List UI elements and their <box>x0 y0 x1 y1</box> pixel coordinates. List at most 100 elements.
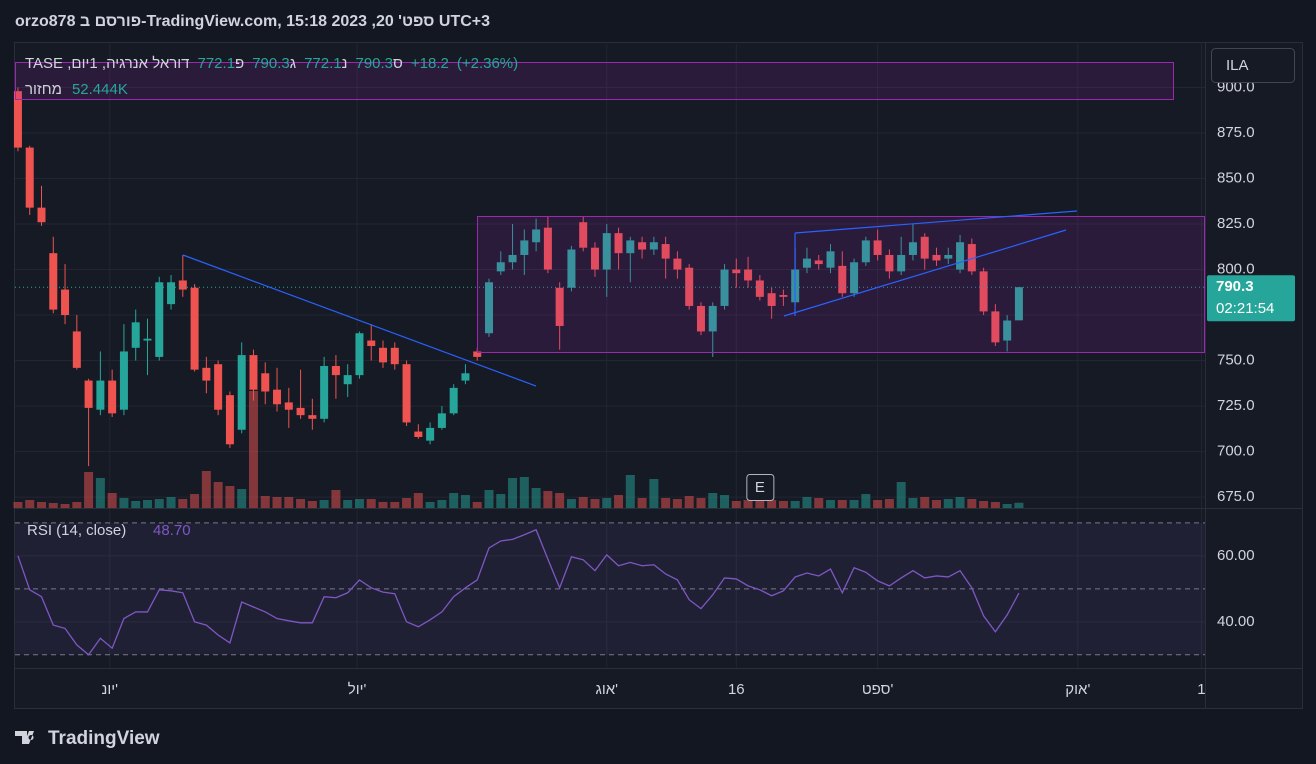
candle-body <box>685 267 694 306</box>
volume-bar <box>331 490 341 508</box>
candle-body <box>614 233 623 254</box>
candle-body <box>178 280 187 290</box>
volume-bar <box>390 502 400 508</box>
currency-box[interactable] <box>1211 48 1295 83</box>
candle-body <box>131 322 140 348</box>
candle-body <box>908 242 917 255</box>
volume-bar <box>237 489 247 508</box>
candle-body <box>484 282 493 334</box>
candle-body <box>355 333 364 376</box>
candle-body <box>567 249 576 288</box>
candle-body <box>755 280 764 297</box>
candle-body <box>284 402 293 410</box>
volume-bar <box>72 502 82 508</box>
volume-bar <box>720 495 730 508</box>
candle-body <box>720 269 729 306</box>
candle-body <box>802 258 811 268</box>
price-tag-value: 790.3 <box>1216 278 1254 295</box>
candle-body <box>873 240 882 255</box>
candle-body <box>473 351 482 357</box>
y-tick-label: 850.0 <box>1217 169 1255 186</box>
volume-bar <box>931 500 941 508</box>
candle-body <box>661 244 670 259</box>
y-tick-label: 725.0 <box>1217 397 1255 414</box>
candle-body <box>1014 287 1023 321</box>
y-tick-label: 700.0 <box>1217 443 1255 460</box>
volume-bar <box>531 488 541 508</box>
volume-bar <box>955 497 965 508</box>
volume-bar <box>142 500 152 508</box>
volume-bar <box>566 499 576 508</box>
volume-bar <box>555 493 565 508</box>
value: 790.3 <box>355 55 394 72</box>
candle-body <box>826 251 835 268</box>
volume-bar <box>649 479 659 508</box>
volume-bar <box>178 499 188 508</box>
volume-bar <box>873 500 883 508</box>
candle-body <box>367 340 376 346</box>
candle-body <box>61 289 70 316</box>
candle-body <box>379 347 388 363</box>
candle-body <box>508 254 517 263</box>
candle-body <box>602 233 611 270</box>
y-tick-label: 825.0 <box>1217 215 1255 232</box>
candle-body <box>579 222 588 248</box>
volume-bar <box>602 498 612 508</box>
candle-body <box>956 242 965 270</box>
label: ס <box>393 55 403 72</box>
volume-legend: מחזור 52.444K <box>25 81 128 98</box>
candle-body <box>532 229 541 243</box>
candle-body <box>108 380 117 414</box>
y-tick-label: 675.0 <box>1217 488 1255 505</box>
volume-bar <box>307 501 317 508</box>
volume-bar <box>743 500 753 508</box>
volume-bar <box>272 497 282 508</box>
candle-body <box>214 364 223 410</box>
volume-bar <box>990 502 1000 508</box>
candle-body <box>967 244 976 272</box>
y-tick-label: 800.0 <box>1217 261 1255 278</box>
volume-bar <box>119 498 129 508</box>
candle-body <box>991 311 1000 343</box>
candle-body <box>190 287 199 370</box>
candle-body <box>273 389 282 405</box>
candle-body <box>543 227 552 270</box>
trend-line <box>794 210 1078 234</box>
volume-bar <box>826 500 836 508</box>
candle-body <box>72 331 81 368</box>
volume-label: מחזור <box>25 81 62 98</box>
volume-bar <box>861 494 871 508</box>
candle-body <box>461 373 470 381</box>
event-label: E <box>755 479 765 496</box>
change: +18.2 <box>410 55 449 72</box>
candle-body <box>37 207 46 223</box>
header-box <box>15 62 1174 100</box>
candle-body <box>320 366 329 419</box>
volume-bar <box>778 501 788 508</box>
rsi-value: 48.70 <box>153 522 191 539</box>
volume-bar <box>496 494 506 508</box>
volume-bar <box>578 497 588 508</box>
candle-body <box>225 395 234 445</box>
volume-bar <box>343 500 353 508</box>
volume-bar <box>25 500 35 508</box>
volume-bar <box>166 497 176 508</box>
y-tick-label: 40.00 <box>1217 613 1255 630</box>
candle-body <box>979 271 988 312</box>
value: 790.3 <box>252 55 290 72</box>
volume-bar <box>95 478 105 508</box>
y-tick-label: 60.00 <box>1217 547 1255 564</box>
candle-body <box>850 262 859 294</box>
candle-body <box>1003 320 1012 341</box>
volume-bar <box>790 501 800 508</box>
volume-bar <box>1002 504 1012 508</box>
volume-bar <box>296 499 306 508</box>
volume-bar <box>767 500 777 508</box>
volume-bar <box>849 500 859 508</box>
candle-body <box>437 413 446 428</box>
volume-bar <box>449 493 459 508</box>
candle-body <box>885 254 894 272</box>
candle-body <box>49 253 58 310</box>
volume-bar <box>731 501 741 508</box>
